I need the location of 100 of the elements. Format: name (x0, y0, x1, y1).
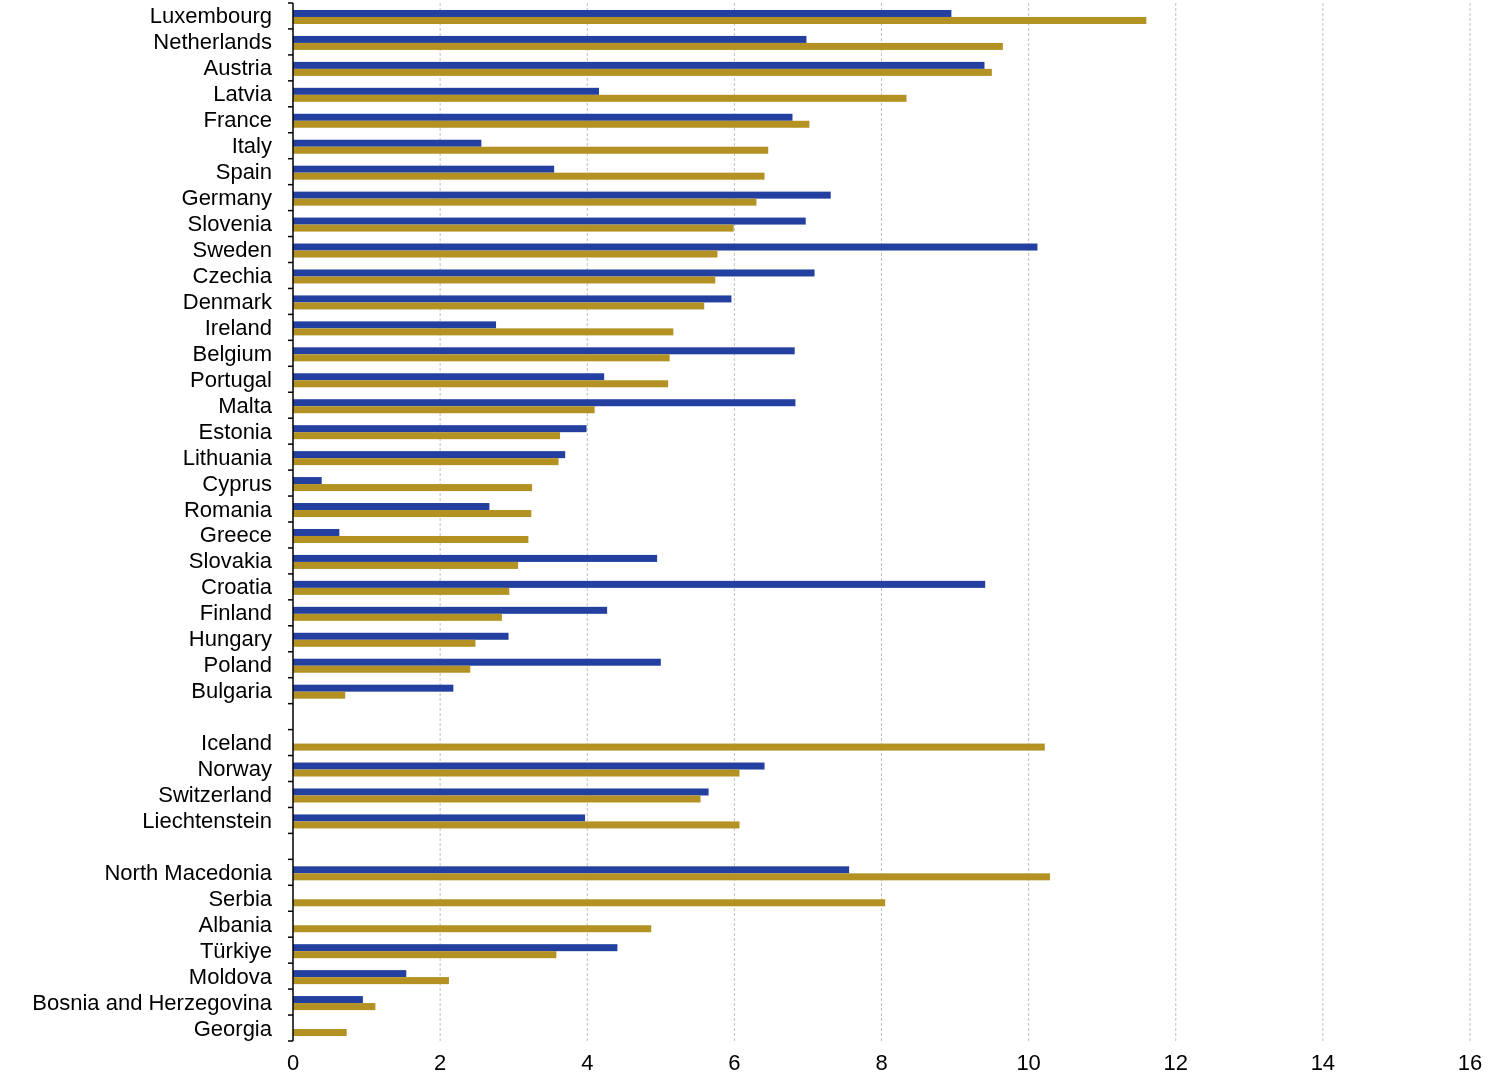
bar (293, 484, 533, 492)
bar (293, 243, 1038, 251)
bar (293, 970, 407, 978)
bar (293, 762, 765, 770)
bar (293, 406, 595, 414)
bar (293, 458, 559, 466)
bar (293, 951, 557, 959)
bar (293, 977, 449, 985)
bar (293, 250, 718, 258)
y-tick-label: Czechia (192, 262, 273, 288)
x-tick-label: 10 (1016, 1050, 1041, 1075)
bar (293, 795, 701, 803)
bar (293, 16, 1147, 24)
bar (293, 866, 850, 874)
y-tick-label: Poland (203, 652, 272, 678)
y-tick-label: Hungary (188, 626, 272, 652)
bar (293, 172, 765, 180)
bar (293, 94, 907, 102)
y-tick-label: Portugal (190, 366, 272, 392)
bar (293, 295, 732, 303)
y-tick-label: Malta (218, 392, 273, 418)
bar (293, 321, 497, 329)
bar (293, 191, 831, 199)
bar (293, 380, 669, 388)
bar (293, 477, 322, 485)
bar (293, 691, 346, 699)
bar (293, 224, 734, 232)
bar (293, 606, 608, 614)
bar (293, 821, 740, 829)
y-tick-label: France (203, 107, 272, 133)
y-tick-label: Albania (198, 911, 273, 937)
x-tick-label: 14 (1310, 1050, 1336, 1075)
bar (293, 217, 806, 225)
y-tick-label: Serbia (208, 885, 273, 911)
bar (293, 587, 510, 595)
bar (293, 425, 587, 433)
y-tick-label: Germany (181, 185, 272, 211)
bar (293, 1029, 347, 1037)
bar (293, 9, 952, 17)
bar (293, 561, 519, 569)
y-tick-label: Spain (215, 159, 272, 185)
y-tick-label: Switzerland (158, 781, 272, 807)
bar (293, 944, 618, 952)
bar (293, 328, 674, 336)
bar (293, 399, 796, 407)
bar (293, 120, 810, 128)
bar (293, 451, 566, 459)
y-tick-label: Georgia (193, 1015, 273, 1041)
bar (293, 269, 815, 277)
bar (293, 665, 471, 673)
bar (293, 165, 555, 173)
y-tick-label: Sweden (192, 237, 272, 263)
y-tick-label: Denmark (182, 288, 273, 314)
x-tick-label: 8 (875, 1050, 888, 1075)
bar (293, 743, 1045, 751)
y-tick-label: Austria (203, 55, 273, 81)
y-tick-label: Liechtenstein (142, 807, 272, 833)
bar (293, 554, 658, 562)
y-tick-label: Slovenia (187, 211, 273, 237)
y-tick-label: Lithuania (182, 444, 273, 470)
y-tick-label: North Macedonia (104, 859, 273, 885)
y-tick-label: Italy (231, 133, 272, 159)
bar (293, 35, 807, 43)
bar (293, 302, 705, 310)
y-tick-label: Greece (199, 522, 272, 548)
y-tick-label: Ireland (204, 314, 272, 340)
bar (293, 535, 529, 543)
y-tick-label: Bosnia and Herzegovina (32, 989, 273, 1015)
bar (293, 788, 709, 796)
bar (293, 925, 652, 933)
bar (293, 658, 661, 666)
x-tick-label: 0 (286, 1050, 300, 1075)
bar (293, 432, 561, 440)
bar (293, 503, 490, 511)
bar (293, 68, 992, 76)
y-tick-label: Croatia (201, 574, 273, 600)
bar (293, 639, 476, 647)
bar (293, 87, 600, 95)
y-tick-label: Finland (199, 600, 272, 626)
bar (293, 42, 1003, 50)
bar (293, 354, 670, 362)
bar (293, 814, 586, 822)
x-tick-label: 16 (1457, 1050, 1483, 1075)
y-tick-label: Belgium (192, 340, 272, 366)
y-tick-label: Moldova (188, 963, 273, 989)
y-tick-label: Luxembourg (149, 3, 272, 29)
y-tick-label: Iceland (201, 730, 272, 756)
y-tick-label: Romania (183, 496, 273, 522)
bar (293, 899, 886, 907)
bar (293, 580, 986, 588)
bar (293, 1003, 376, 1011)
y-tick-label: Estonia (198, 418, 273, 444)
bar (293, 613, 502, 621)
bar (293, 769, 740, 777)
y-tick-label: Türkiye (199, 937, 272, 963)
bar (293, 276, 716, 284)
y-tick-label: Bulgaria (191, 678, 273, 704)
x-tick-label: 4 (581, 1050, 594, 1075)
bar (293, 632, 509, 640)
bar (293, 528, 340, 536)
